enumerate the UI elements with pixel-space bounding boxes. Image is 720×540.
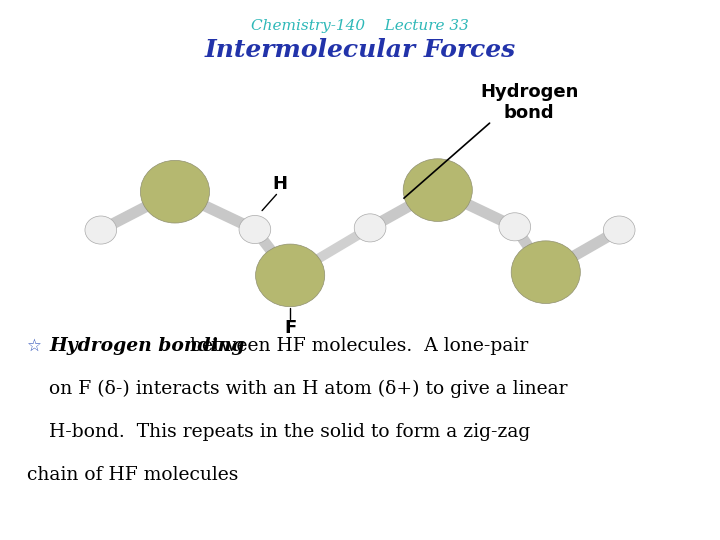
Text: on F (δ-) interacts with an H atom (δ+) to give a linear: on F (δ-) interacts with an H atom (δ+) … xyxy=(49,380,567,398)
Text: H-bond.  This repeats in the solid to form a zig-zag: H-bond. This repeats in the solid to for… xyxy=(49,423,530,441)
Text: chain of HF molecules: chain of HF molecules xyxy=(27,466,239,484)
Text: between HF molecules.  A lone-pair: between HF molecules. A lone-pair xyxy=(184,336,528,355)
Text: Hydrogen
bond: Hydrogen bond xyxy=(480,83,578,122)
Text: F: F xyxy=(284,319,297,338)
Text: ☆: ☆ xyxy=(27,336,42,355)
Text: H: H xyxy=(273,174,287,193)
Text: Hydrogen bonding: Hydrogen bonding xyxy=(49,336,245,355)
Text: Chemistry-140    Lecture 33: Chemistry-140 Lecture 33 xyxy=(251,19,469,33)
Text: Intermolecular Forces: Intermolecular Forces xyxy=(204,38,516,62)
